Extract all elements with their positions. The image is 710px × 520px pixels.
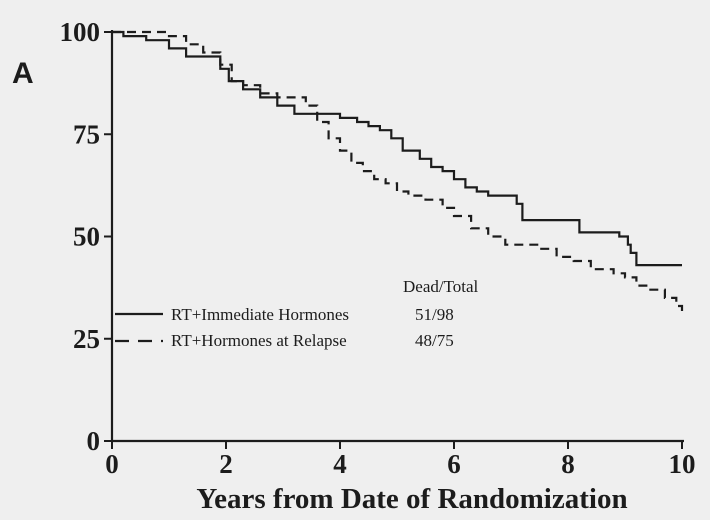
axes bbox=[110, 30, 684, 443]
panel-label: A bbox=[12, 57, 34, 90]
y-tick-label: 100 bbox=[60, 17, 101, 47]
legend: Dead/Total RT+Immediate Hormones 51/98 R… bbox=[115, 277, 479, 350]
legend-header: Dead/Total bbox=[403, 277, 479, 296]
y-tick-label: 50 bbox=[73, 222, 100, 252]
y-tick-label: 25 bbox=[73, 324, 100, 354]
survival-curves bbox=[112, 30, 684, 315]
x-tick-label: 8 bbox=[561, 449, 575, 479]
x-tick-label: 4 bbox=[333, 449, 347, 479]
legend-label-relapse: RT+Hormones at Relapse bbox=[171, 331, 347, 350]
x-tick-label: 2 bbox=[219, 449, 233, 479]
legend-label-immediate: RT+Immediate Hormones bbox=[171, 305, 349, 324]
x-tick-label: 6 bbox=[447, 449, 461, 479]
survival-curve-solid bbox=[112, 30, 682, 267]
x-tick-label: 0 bbox=[105, 449, 119, 479]
legend-value-immediate: 51/98 bbox=[415, 305, 454, 324]
x-axis-label: Years from Date of Randomization bbox=[196, 483, 627, 515]
y-tick-label: 75 bbox=[73, 119, 100, 149]
ticks: 0 25 50 75 100 0 2 4 6 8 10 bbox=[60, 17, 696, 479]
legend-value-relapse: 48/75 bbox=[415, 331, 454, 350]
x-tick-label: 10 bbox=[669, 449, 696, 479]
survival-curve-dashed bbox=[112, 30, 684, 315]
y-tick-label: 0 bbox=[87, 426, 101, 456]
